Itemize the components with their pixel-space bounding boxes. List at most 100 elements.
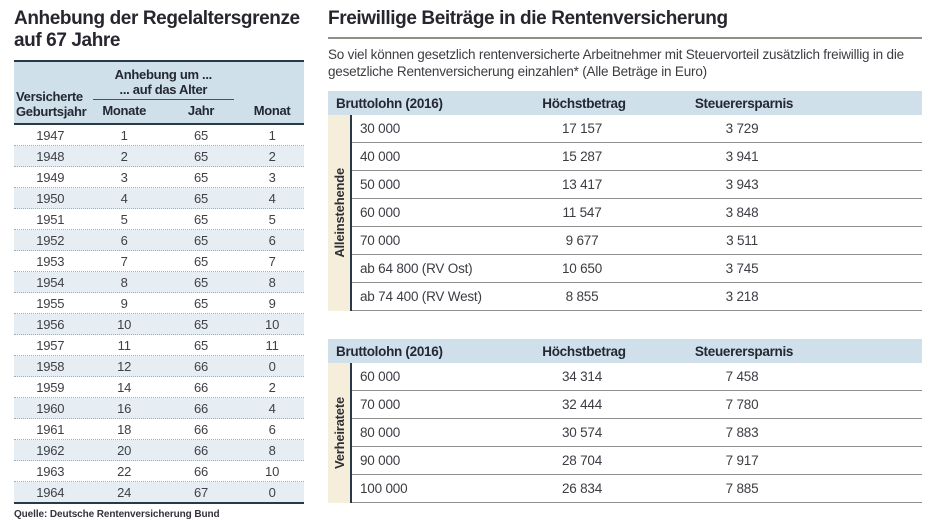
- cell-hoechstbetrag: 28 704: [561, 453, 603, 468]
- cell-alter-monat: 5: [268, 211, 276, 227]
- cell-alter-jahr: 65: [194, 337, 209, 353]
- table-row: 1962 20 66 8: [14, 440, 304, 461]
- col-header-bruttolohn: Bruttolohn (2016): [336, 343, 443, 359]
- col-header-bruttolohn: Bruttolohn (2016): [336, 95, 443, 111]
- cell-hoechstbetrag: 17 157: [561, 121, 603, 136]
- beitraege-panel: Freiwillige Beiträge in die Rentenversic…: [328, 8, 922, 503]
- cell-alter-jahr: 65: [194, 232, 209, 248]
- table-row: 1956 10 65 10: [14, 314, 304, 335]
- group-strip-verheiratete: Verheiratete: [328, 363, 352, 503]
- cell-bruttolohn: 30 000: [360, 121, 401, 136]
- cell-anhebung-monate: 14: [117, 379, 132, 395]
- cell-alter-monat: 2: [268, 148, 276, 164]
- group-strip-alleinstehende: Alleinstehende: [328, 115, 352, 311]
- table-row: 1963 22 66 10: [14, 461, 304, 482]
- cell-hoechstbetrag: 11 547: [562, 205, 602, 220]
- table-row: 60 000 34 314 7 458: [352, 363, 922, 391]
- cell-alter-jahr: 66: [194, 421, 209, 437]
- table-row: 1961 18 66 6: [14, 419, 304, 440]
- cell-geburtsjahr: 1953: [36, 253, 65, 269]
- cell-alter-jahr: 67: [194, 484, 209, 500]
- cell-hoechstbetrag: 30 574: [561, 425, 603, 440]
- col-header-geburtsjahr: Versicherte Geburtsjahr: [14, 67, 87, 123]
- cell-alter-monat: 11: [265, 337, 279, 353]
- cell-anhebung-monate: 2: [120, 148, 128, 164]
- cell-geburtsjahr: 1963: [36, 463, 65, 479]
- regelaltersgrenze-panel: Anhebung der Regelaltersgrenze auf 67 Ja…: [14, 8, 304, 520]
- col-header-jahr: Jahr: [187, 103, 215, 118]
- cell-bruttolohn: ab 64 800 (RV Ost): [360, 261, 473, 276]
- table-row: 100 000 26 834 7 885: [352, 475, 922, 503]
- cell-anhebung-monate: 22: [117, 463, 132, 479]
- cell-bruttolohn: 80 000: [360, 425, 401, 440]
- table-row: 30 000 17 157 3 729: [352, 115, 922, 143]
- table-row: 90 000 28 704 7 917: [352, 447, 922, 475]
- table-row: ab 74 400 (RV West) 8 855 3 218: [352, 283, 922, 311]
- cell-anhebung-monate: 1: [120, 127, 128, 143]
- cell-anhebung-monate: 20: [117, 442, 132, 458]
- group-label-alleinstehende: Alleinstehende: [331, 168, 347, 258]
- cell-geburtsjahr: 1957: [36, 337, 65, 353]
- cell-alter-monat: 3: [268, 169, 276, 185]
- cell-alter-monat: 8: [268, 442, 276, 458]
- cell-hoechstbetrag: 34 314: [561, 369, 603, 384]
- cell-geburtsjahr: 1964: [36, 484, 65, 500]
- cell-hoechstbetrag: 10 650: [561, 261, 603, 276]
- table-row: 1960 16 66 4: [14, 398, 304, 419]
- cell-alter-jahr: 65: [194, 190, 209, 206]
- table-row: 1958 12 66 0: [14, 356, 304, 377]
- cell-bruttolohn: 40 000: [360, 149, 401, 164]
- cell-alter-monat: 8: [268, 274, 276, 290]
- col-header-steuerersparnis: Steuerersparnis: [694, 95, 794, 111]
- cell-alter-monat: 6: [268, 232, 276, 248]
- cell-geburtsjahr: 1955: [36, 295, 65, 311]
- cell-geburtsjahr: 1950: [36, 190, 65, 206]
- cell-alter-monat: 2: [268, 379, 276, 395]
- cell-anhebung-monate: 16: [117, 400, 132, 416]
- table-row: 1948 2 65 2: [14, 146, 304, 167]
- cell-alter-jahr: 66: [194, 400, 209, 416]
- cell-alter-monat: 4: [268, 400, 276, 416]
- cell-alter-monat: 1: [268, 127, 276, 143]
- cell-hoechstbetrag: 26 834: [561, 481, 603, 496]
- table-row: 1964 24 67 0: [14, 482, 304, 502]
- cell-geburtsjahr: 1954: [36, 274, 65, 290]
- cell-alter-monat: 10: [265, 463, 280, 479]
- cell-bruttolohn: 60 000: [360, 369, 401, 384]
- table-row: 1951 5 65 5: [14, 209, 304, 230]
- cell-steuerersparnis: 3 941: [725, 149, 759, 164]
- cell-anhebung-monate: 3: [120, 169, 128, 185]
- table-row: 1949 3 65 3: [14, 167, 304, 188]
- cell-anhebung-monate: 18: [117, 421, 132, 437]
- table-header: Versicherte Geburtsjahr Anhebung um ... …: [14, 62, 304, 125]
- table-header: Bruttolohn (2016) Höchstbetrag Steuerers…: [328, 339, 922, 363]
- cell-anhebung-monate: 7: [120, 253, 128, 269]
- table-row: 1953 7 65 7: [14, 251, 304, 272]
- cell-steuerersparnis: 7 885: [725, 481, 759, 496]
- source-note: Quelle: Deutsche Rentenversicherung Bund: [14, 509, 220, 520]
- table-row: 1950 4 65 4: [14, 188, 304, 209]
- span-header-line1: Anhebung um ...: [114, 67, 213, 82]
- table-row: 50 000 13 417 3 943: [352, 171, 922, 199]
- cell-hoechstbetrag: 15 287: [561, 149, 603, 164]
- col-header-monat: Monat: [253, 103, 291, 118]
- cell-steuerersparnis: 3 943: [725, 177, 759, 192]
- cell-anhebung-monate: 12: [117, 358, 132, 374]
- cell-alter-monat: 4: [268, 190, 276, 206]
- cell-bruttolohn: ab 74 400 (RV West): [360, 289, 482, 304]
- cell-steuerersparnis: 3 218: [725, 289, 759, 304]
- cell-alter-jahr: 65: [194, 211, 209, 227]
- cell-alter-jahr: 65: [194, 295, 209, 311]
- cell-steuerersparnis: 7 883: [725, 425, 759, 440]
- right-panel-title: Freiwillige Beiträge in die Rentenversic…: [328, 8, 728, 29]
- cell-anhebung-monate: 4: [120, 190, 128, 206]
- table-rows: 30 000 17 157 3 729 40 000 15 287 3 941 …: [352, 115, 922, 311]
- table-body: Verheiratete 60 000 34 314 7 458 70 000 …: [328, 363, 922, 503]
- cell-anhebung-monate: 11: [117, 337, 131, 353]
- cell-bruttolohn: 50 000: [360, 177, 401, 192]
- col-header-hoechstbetrag: Höchstbetrag: [542, 95, 626, 111]
- cell-bruttolohn: 70 000: [360, 233, 401, 248]
- table-row: 70 000 32 444 7 780: [352, 391, 922, 419]
- cell-geburtsjahr: 1948: [36, 148, 65, 164]
- cell-geburtsjahr: 1962: [36, 442, 65, 458]
